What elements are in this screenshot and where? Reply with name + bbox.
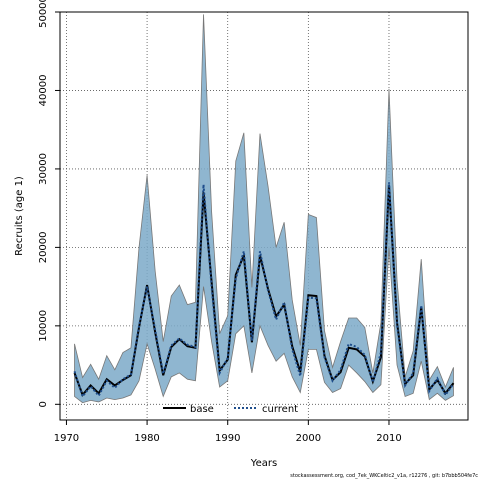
x-tick-label: 1970 [54, 433, 79, 444]
legend: base current [163, 404, 298, 415]
y-axis: 0 10000 20000 30000 40000 50000 [38, 0, 60, 407]
y-tick-label: 0 [38, 401, 49, 407]
x-tick-label: 1990 [215, 433, 240, 444]
legend-base-label: base [190, 404, 214, 415]
x-axis-title: Years [250, 458, 277, 469]
legend-current-label: current [262, 404, 298, 415]
series-line-current [73, 182, 455, 399]
x-tick-label: 1980 [134, 433, 159, 444]
x-tick-label: 2000 [296, 433, 321, 444]
confidence-band [74, 14, 454, 404]
series-lines [73, 182, 455, 399]
y-axis-title: Recruits (age 1) [14, 176, 25, 256]
x-axis: 1970 1980 1990 2000 2010 [54, 420, 402, 444]
y-tick-label: 20000 [38, 231, 49, 263]
y-tick-label: 40000 [38, 75, 49, 107]
y-tick-label: 10000 [38, 310, 49, 342]
y-tick-label: 50000 [38, 0, 49, 28]
plot-frame [59, 11, 469, 421]
x-tick-label: 2010 [376, 433, 401, 444]
y-tick-label: 30000 [38, 153, 49, 185]
confidence-band-area [74, 14, 454, 404]
footer-source-text: stockassessment.org, cod_7ek_WKCeltic2_v… [290, 473, 478, 479]
